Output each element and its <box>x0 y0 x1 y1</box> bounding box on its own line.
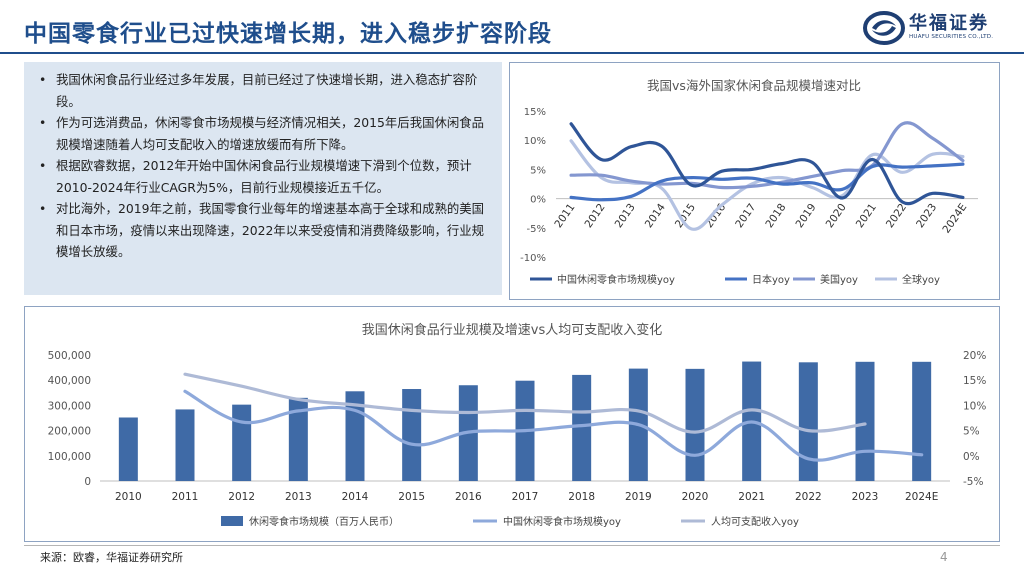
x-tick-label: 2013 <box>613 201 638 230</box>
company-logo: 华福证券 HUAFU SECURITIES CO.,LTD. <box>862 8 1010 48</box>
x-tick-label: 2016 <box>703 201 728 230</box>
legend-label: 美国yoy <box>820 273 858 286</box>
summary-list: 我国休闲食品行业经过多年发展，目前已经过了快速增长期，进入稳态扩容阶段。 作为可… <box>36 69 494 263</box>
y-right-tick-label: -5% <box>963 476 983 488</box>
bar <box>402 389 422 481</box>
x-tick-label: 2019 <box>625 491 652 503</box>
y-left-tick-label: 300,000 <box>48 400 91 412</box>
y-left-tick-label: 500,000 <box>48 350 91 362</box>
summary-bullet: 根据欧睿数据，2012年开始中国休闲食品行业规模增速下滑到个位数，预计2010-… <box>36 155 494 198</box>
x-tick-label: 2023 <box>852 491 879 503</box>
bar <box>685 368 705 481</box>
x-tick-label: 2021 <box>738 491 765 503</box>
x-tick-label: 2022 <box>795 491 822 503</box>
bar <box>855 361 875 481</box>
y-left-tick-label: 200,000 <box>48 426 91 438</box>
x-tick-label: 2024E <box>940 201 969 235</box>
source-note: 来源：欧睿，华福证券研究所 <box>40 551 183 564</box>
series-line-3 <box>569 121 965 190</box>
legend-swatch <box>221 516 243 526</box>
x-tick-label: 2021 <box>854 201 879 230</box>
bar <box>175 409 195 481</box>
y-tick-label: 0% <box>530 195 546 206</box>
x-tick-label: 2016 <box>455 491 482 503</box>
x-tick-label: 2012 <box>583 201 608 230</box>
x-tick-label: 2020 <box>682 491 709 503</box>
y-right-tick-label: 0% <box>963 451 980 463</box>
legend-label: 人均可支配收入yoy <box>711 515 799 528</box>
growth-comparison-chart: 我国vs海外国家休闲食品规模增速对比 15% 10% 5% 0% -5% -10% 2011 2… <box>509 62 1000 300</box>
x-tick-label: 2017 <box>512 491 539 503</box>
y-tick-label: -5% <box>527 224 546 235</box>
x-tick-label: 2013 <box>285 491 312 503</box>
x-tick-label: 2018 <box>763 201 788 230</box>
x-tick-label: 2024E <box>905 491 938 503</box>
series-line-3 <box>183 372 867 434</box>
series-line-2 <box>183 389 924 462</box>
summary-bullet: 作为可选消费品，休闲零食市场规模与经济情况相关，2015年后我国休闲食品规模增速… <box>36 112 494 155</box>
x-tick-label: 2014 <box>643 201 668 230</box>
x-tick-label: 2022 <box>884 201 909 230</box>
y-tick-label: 10% <box>524 136 546 147</box>
chart1-title: 我国vs海外国家休闲食品规模增速对比 <box>647 78 861 93</box>
x-tick-label: 2019 <box>794 201 819 230</box>
market-size-chart: 我国休闲食品行业规模及增速vs人均可支配收入变化 500,000 400,000 30… <box>24 306 1000 542</box>
legend-label: 休闲零食市场规模（百万人民币） <box>249 515 399 528</box>
x-tick-label: 2020 <box>824 201 849 230</box>
bar <box>118 417 138 481</box>
y-tick-label: 15% <box>524 107 546 118</box>
y-tick-label: -10% <box>520 253 546 264</box>
legend-label: 日本yoy <box>752 273 790 286</box>
title-divider <box>0 52 1024 54</box>
y-left-tick-label: 100,000 <box>48 451 91 463</box>
market-size-svg: 我国休闲食品行业规模及增速vs人均可支配收入变化 500,000 400,000 30… <box>48 322 987 528</box>
x-tick-label: 2023 <box>914 201 939 230</box>
logo-name: 华福证券 <box>909 13 989 34</box>
summary-bullet: 我国休闲食品行业经过多年发展，目前已经过了快速增长期，进入稳态扩容阶段。 <box>36 69 494 112</box>
legend-label: 全球yoy <box>902 273 940 286</box>
legend-label: 中国休闲零食市场规模yoy <box>557 273 675 286</box>
x-tick-label: 2011 <box>172 491 199 503</box>
x-tick-label: 2011 <box>552 201 577 230</box>
x-tick-label: 2010 <box>115 491 142 503</box>
chart2-title: 我国休闲食品行业规模及增速vs人均可支配收入变化 <box>362 322 662 338</box>
summary-panel: 我国休闲食品行业经过多年发展，目前已经过了快速增长期，进入稳态扩容阶段。 作为可… <box>24 62 502 295</box>
series-line-2 <box>569 162 965 202</box>
bar <box>912 361 932 481</box>
huafu-logo-icon <box>863 11 905 45</box>
y-left-tick-label: 0 <box>84 476 91 488</box>
bar <box>572 374 592 481</box>
y-right-tick-label: 5% <box>963 426 980 438</box>
x-tick-label: 2015 <box>398 491 425 503</box>
bar <box>288 397 308 481</box>
logo-subtitle: HUAFU SECURITIES CO.,LTD. <box>909 34 994 40</box>
y-left-tick-label: 400,000 <box>48 375 91 387</box>
summary-bullet: 对比海外，2019年之前，我国零食行业每年的增速基本高于全球和成熟的美国和日本市… <box>36 198 494 263</box>
x-tick-label: 2018 <box>568 491 595 503</box>
legend-label: 中国休闲零食市场规模yoy <box>503 515 621 528</box>
page-number: 4 <box>940 550 948 564</box>
bar <box>798 362 818 481</box>
page-title: 中国零食行业已过快速增长期，进入稳步扩容阶段 <box>24 21 552 47</box>
x-tick-label: 2017 <box>733 201 758 230</box>
y-right-tick-label: 10% <box>963 400 986 412</box>
series-line-1 <box>569 122 965 206</box>
y-right-tick-label: 15% <box>963 375 986 387</box>
bar <box>232 404 252 481</box>
y-right-tick-label: 20% <box>963 350 986 362</box>
x-tick-label: 2014 <box>342 491 369 503</box>
x-tick-label: 2012 <box>228 491 255 503</box>
footer-divider <box>24 545 1000 546</box>
y-tick-label: 5% <box>530 165 546 176</box>
